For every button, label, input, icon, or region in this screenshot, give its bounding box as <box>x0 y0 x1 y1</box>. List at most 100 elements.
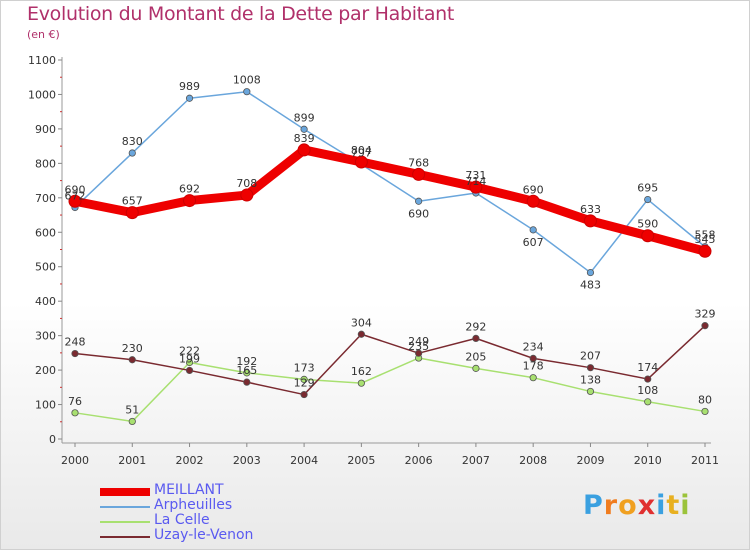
series-3-label-9: 207 <box>580 350 601 363</box>
series-0-point-6 <box>412 167 426 181</box>
y-tick-label-11: 1100 <box>28 54 56 67</box>
series-2-point-9 <box>586 387 595 396</box>
series-3-label-7: 292 <box>465 320 486 333</box>
series-2-label-3: 192 <box>236 355 257 368</box>
x-tick-label-3: 2003 <box>233 454 261 467</box>
series-2-label-0: 76 <box>68 395 82 408</box>
y-tick-label-10: 1000 <box>28 88 56 101</box>
series-2-label-6: 235 <box>408 340 429 353</box>
series-1-label-6: 690 <box>408 207 429 220</box>
series-3-point-5 <box>357 330 365 338</box>
proxiti-logo: Proxiti <box>583 490 691 521</box>
series-2-label-4: 173 <box>294 361 315 374</box>
logo-letter: x <box>637 490 657 521</box>
series-0-label-6: 768 <box>408 156 429 169</box>
legend-label-3: Uzay-le-Venon <box>154 527 254 543</box>
series-2-label-5: 162 <box>351 365 372 378</box>
legend-label-0: MEILLANT <box>154 482 224 498</box>
series-0-label-11: 545 <box>695 233 716 246</box>
x-tick-label-9: 2009 <box>576 454 604 467</box>
logo-letter: t <box>666 490 681 521</box>
series-3-label-2: 199 <box>179 352 200 365</box>
y-tick-label-3: 300 <box>35 330 56 343</box>
series-3-label-1: 230 <box>122 342 143 355</box>
series-3-point-8 <box>529 354 537 362</box>
series-3-point-4 <box>300 390 308 399</box>
series-1-point-1 <box>128 149 136 157</box>
series-2-point-1 <box>128 417 136 426</box>
series-0-label-7: 731 <box>465 169 486 182</box>
y-tick-label-9: 900 <box>35 123 56 136</box>
series-2-point-5 <box>357 379 365 387</box>
series-1-point-9 <box>586 268 595 277</box>
x-tick-label-5: 2005 <box>347 454 375 467</box>
x-tick-label-2: 2002 <box>176 454 204 467</box>
series-1-label-4: 899 <box>294 111 315 124</box>
series-1-label-11: 558 <box>695 229 716 242</box>
series-0-point-8 <box>526 194 540 208</box>
y-tick-label-2: 200 <box>35 364 56 377</box>
series-2-label-11: 80 <box>698 393 712 406</box>
x-tick-label-11: 2011 <box>691 454 719 467</box>
series-2-point-2 <box>185 358 194 367</box>
series-3-label-5: 304 <box>351 316 372 329</box>
series-0-point-10 <box>641 229 655 243</box>
series-1-point-4 <box>300 125 308 133</box>
series-0-label-2: 692 <box>179 183 200 196</box>
series-1-point-8 <box>529 226 537 234</box>
series-1-label-8: 607 <box>523 236 544 249</box>
line-chart: 0 100 200 300 400 500 600 700 800 900 1000 1100 2000… <box>28 54 719 467</box>
series-3-label-8: 234 <box>523 340 544 353</box>
legend-swatch-2 <box>100 521 150 523</box>
series-3-point-6 <box>415 349 423 357</box>
series-line-3 <box>74 324 706 396</box>
series-1-point-3 <box>243 88 251 96</box>
logo-letter: o <box>618 490 638 521</box>
series-2-point-10 <box>644 398 652 406</box>
x-tick-label-4: 2004 <box>290 454 318 467</box>
series-1-label-5: 797 <box>351 146 372 159</box>
series-2-label-1: 51 <box>125 403 139 416</box>
series-3-label-4: 129 <box>294 377 315 390</box>
series-1-point-2 <box>185 94 194 102</box>
series-1-label-3: 1008 <box>233 74 261 87</box>
series-0-point-9 <box>583 214 597 228</box>
legend-swatch-1 <box>100 506 150 508</box>
x-tick-label-1: 2001 <box>118 454 146 467</box>
x-tick-label-10: 2010 <box>634 454 662 467</box>
series-3-point-11 <box>701 322 709 330</box>
y-tick-label-1: 100 <box>35 399 56 412</box>
x-tick-label-8: 2008 <box>519 454 547 467</box>
series-2-point-7 <box>472 364 480 372</box>
series-line-2 <box>74 357 706 423</box>
series-0-label-1: 657 <box>122 195 143 208</box>
y-tick-label-8: 800 <box>35 157 56 170</box>
series-0-label-3: 708 <box>236 177 257 190</box>
legend-swatch-3 <box>100 536 150 538</box>
series-3-label-3: 165 <box>236 364 257 377</box>
series-0-point-0 <box>68 194 82 208</box>
series-3-point-10 <box>644 375 652 383</box>
series-1-point-6 <box>415 197 423 205</box>
series-2-label-8: 178 <box>523 360 544 373</box>
x-tick-label-6: 2006 <box>405 454 433 467</box>
series-3-point-2 <box>185 366 194 375</box>
series-0-point-2 <box>183 194 197 208</box>
legend-item-3: Uzay-le-Venon <box>100 527 360 544</box>
series-2-label-10: 108 <box>637 384 658 397</box>
y-tick-label-7: 700 <box>35 192 56 205</box>
series-1-label-2: 989 <box>179 80 200 93</box>
series-2-point-11 <box>701 407 709 416</box>
series-1-label-10: 695 <box>637 182 658 195</box>
legend-label-1: Arpheuilles <box>154 497 233 513</box>
legend-item-0: MEILLANT <box>100 482 360 499</box>
series-0-point-3 <box>240 188 254 202</box>
series-2-label-2: 222 <box>179 345 200 358</box>
series-1-label-0: 672 <box>65 189 86 202</box>
legend-label-2: La Celle <box>154 512 210 528</box>
series-0-point-11 <box>698 244 712 258</box>
x-tick-label-0: 2000 <box>61 454 89 467</box>
series-3-point-1 <box>128 356 136 364</box>
y-tick-label-5: 500 <box>35 261 56 274</box>
